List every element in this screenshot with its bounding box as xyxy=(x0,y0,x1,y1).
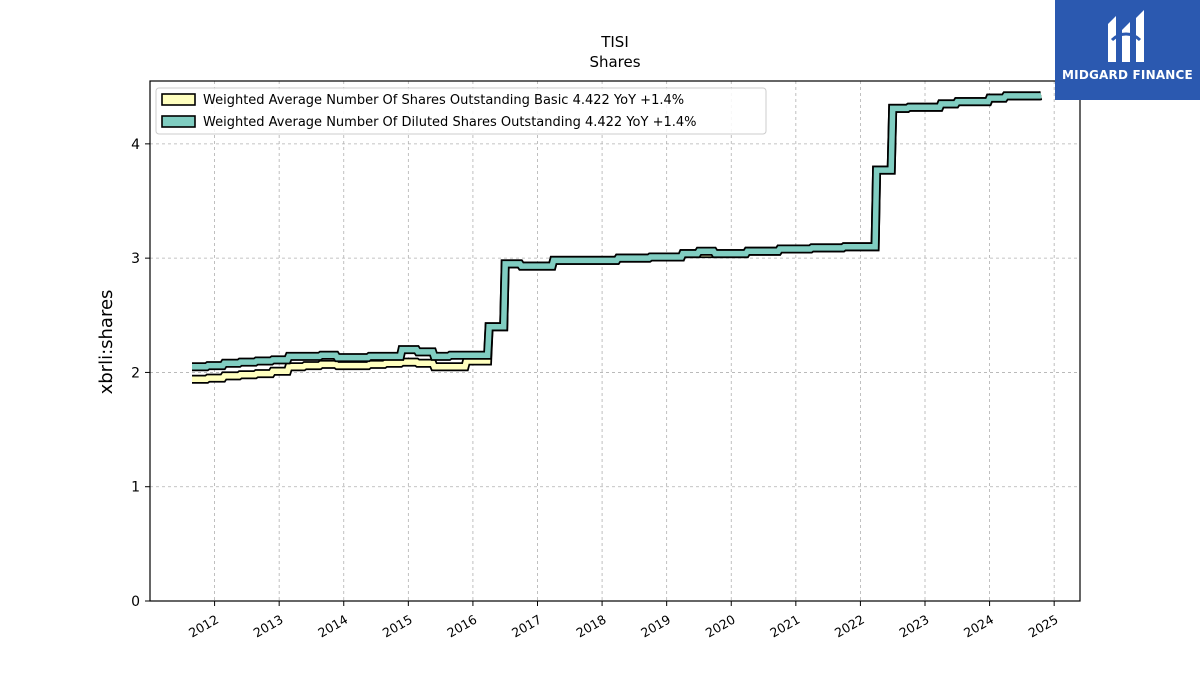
legend-label-diluted: Weighted Average Number Of Diluted Share… xyxy=(203,115,697,130)
series-lines xyxy=(192,91,1043,384)
x-tick-label: 2024 xyxy=(961,612,996,641)
y-axis-label: xbrli:shares xyxy=(96,290,117,395)
x-tick-label: 2017 xyxy=(509,612,544,641)
x-tick-label: 2023 xyxy=(896,612,931,641)
x-tick-label: 2025 xyxy=(1026,612,1061,641)
x-tick-label: 2016 xyxy=(444,612,479,641)
midgard-finance-logo: MIDGARD FINANCE xyxy=(1055,0,1200,100)
legend-label-basic: Weighted Average Number Of Shares Outsta… xyxy=(203,93,684,108)
chart-title: TISI xyxy=(600,33,629,51)
x-tick-label: 2013 xyxy=(251,612,286,641)
legend-swatch-diluted xyxy=(161,115,196,128)
y-tick-label: 4 xyxy=(131,137,140,153)
grid xyxy=(150,81,1080,602)
x-tick-label: 2014 xyxy=(315,612,350,641)
legend-box xyxy=(155,87,767,135)
y-tick-label: 0 xyxy=(131,594,140,610)
legend-swatch-basic xyxy=(161,93,196,106)
series-line-outline-1 xyxy=(192,91,1043,372)
series-line-0 xyxy=(192,92,1042,383)
x-tick-label: 2015 xyxy=(380,612,415,641)
series-line-outline-0 xyxy=(192,91,1043,384)
y-tick-label: 2 xyxy=(131,365,140,381)
legend: Weighted Average Number Of Shares Outsta… xyxy=(155,87,767,135)
axes: 0 1 2 3 4 2012 2013 2014 2015 2016 2017 2018 2019 202… xyxy=(131,137,1061,641)
y-tick-label: 1 xyxy=(131,480,140,496)
x-tick-label: 2022 xyxy=(832,612,867,641)
series-line-1 xyxy=(192,92,1042,370)
y-tick-label: 3 xyxy=(131,251,140,267)
x-tick-label: 2019 xyxy=(638,612,673,641)
x-tick-label: 2020 xyxy=(703,612,738,641)
plot-frame xyxy=(149,80,1081,602)
x-tick-label: 2018 xyxy=(574,612,609,641)
chart-subtitle: Shares xyxy=(589,53,640,71)
x-tick-label: 2012 xyxy=(186,612,221,641)
x-tick-label: 2021 xyxy=(767,612,802,641)
logo-mark-icon xyxy=(1108,10,1144,62)
logo-text: MIDGARD FINANCE xyxy=(1062,68,1193,82)
